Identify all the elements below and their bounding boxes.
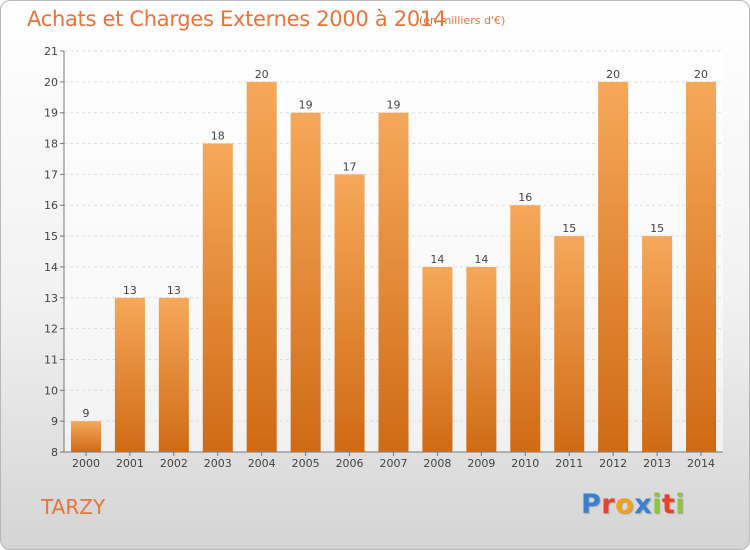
- x-tick-label: 2003: [204, 457, 232, 470]
- x-tick-label: 2009: [467, 457, 495, 470]
- x-tick-label: 2011: [555, 457, 583, 470]
- bar: [510, 205, 541, 452]
- unit-label: (en milliers d'€): [419, 14, 506, 27]
- x-tick-label: 2008: [423, 457, 451, 470]
- bar: [378, 112, 409, 452]
- data-label: 20: [255, 68, 269, 81]
- data-label: 17: [343, 160, 357, 173]
- x-tick-label: 2013: [643, 457, 671, 470]
- bars: [70, 81, 717, 453]
- logo-letter: i: [675, 489, 686, 520]
- y-tick-label: 10: [44, 384, 58, 397]
- y-tick-label: 11: [44, 353, 58, 366]
- data-label: 20: [694, 68, 708, 81]
- y-tick-label: 14: [44, 261, 58, 274]
- place-label: TARZY: [41, 495, 106, 519]
- x-tick-label: 2014: [687, 457, 715, 470]
- data-label: 19: [299, 99, 313, 112]
- bar: [158, 297, 189, 452]
- chart-title: Achats et Charges Externes 2000 à 2014: [27, 7, 447, 31]
- data-label: 19: [387, 99, 401, 112]
- bar: [642, 236, 673, 452]
- logo-letter: o: [615, 489, 635, 520]
- y-tick-label: 20: [44, 76, 58, 89]
- x-tick-label: 2004: [248, 457, 276, 470]
- data-label: 16: [518, 191, 532, 204]
- y-tick-label: 21: [44, 45, 58, 58]
- x-tick-labels: 2000 2001 2002 2003 2004 2005 2006 2007 2008 2009…: [72, 457, 715, 470]
- x-tick-label: 2005: [292, 457, 320, 470]
- data-labels: 9 13 13 18 20 19 17 19 14 14 16 15 20 15 20: [82, 68, 708, 420]
- data-label: 13: [167, 284, 181, 297]
- bar: [334, 174, 365, 452]
- bar: [246, 81, 277, 452]
- proxiti-logo: Proxiti: [581, 489, 685, 520]
- x-tick-label: 2007: [380, 457, 408, 470]
- bar: [422, 266, 453, 452]
- x-tick-label: 2012: [599, 457, 627, 470]
- y-tick-label: 8: [51, 446, 58, 459]
- bar: [114, 297, 145, 452]
- y-tick-label: 9: [51, 415, 58, 428]
- bar: [466, 266, 497, 452]
- y-tick-label: 13: [44, 292, 58, 305]
- data-label: 18: [211, 130, 225, 143]
- y-tick-label: 19: [44, 107, 58, 120]
- x-tick-label: 2006: [336, 457, 364, 470]
- logo-letter: i: [652, 489, 662, 520]
- x-tick-label: 2002: [160, 457, 188, 470]
- bar: [202, 143, 233, 453]
- logo-letter: P: [581, 489, 602, 520]
- y-tick-label: 18: [44, 138, 58, 151]
- bar: [70, 421, 101, 452]
- y-tick-label: 12: [44, 323, 58, 336]
- data-label: 13: [123, 284, 137, 297]
- data-label: 15: [562, 222, 576, 235]
- data-label: 9: [82, 407, 89, 420]
- y-tick-label: 15: [44, 230, 58, 243]
- bar: [686, 81, 717, 452]
- logo-letter: t: [661, 489, 676, 520]
- y-tick-labels: 8 9 10 11 12 13 14 15 16 17 18 19 20 21: [44, 45, 58, 459]
- bar: [598, 81, 629, 452]
- bar: [554, 236, 585, 452]
- bar: [290, 112, 321, 452]
- x-tick-label: 2010: [511, 457, 539, 470]
- y-tick-label: 17: [44, 168, 58, 181]
- x-tick-label: 2001: [116, 457, 144, 470]
- y-tick-label: 16: [44, 199, 58, 212]
- logo-letter: x: [634, 489, 653, 520]
- logo-letter: r: [601, 489, 616, 520]
- data-label: 14: [430, 253, 444, 266]
- data-label: 14: [474, 253, 488, 266]
- data-label: 15: [650, 222, 664, 235]
- data-label: 20: [606, 68, 620, 81]
- x-tick-label: 2000: [72, 457, 100, 470]
